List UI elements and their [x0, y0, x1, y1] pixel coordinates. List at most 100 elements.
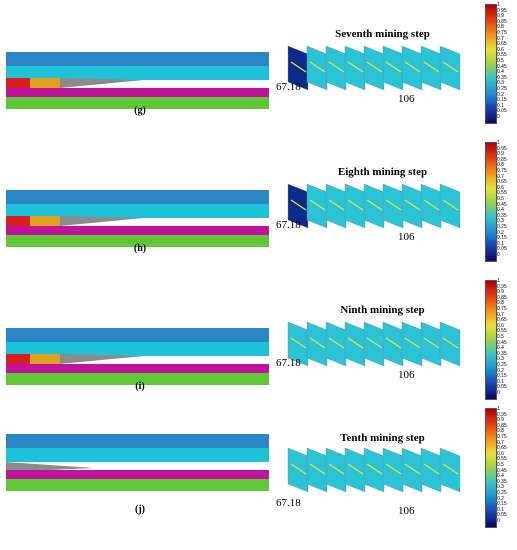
colorbar-tick: 0.8: [497, 300, 504, 307]
slice: [287, 183, 309, 229]
colorbar-tick: 0.9: [497, 151, 504, 158]
colorbar-tick: 0.85: [497, 294, 507, 301]
colorbar-tick: 0.45: [497, 63, 507, 70]
panel-title: Seventh mining step: [335, 28, 430, 40]
red-zone: [6, 78, 30, 88]
slice: [439, 447, 461, 493]
colorbar-tick: 0: [497, 114, 500, 120]
colorbar-tick: 0.75: [497, 30, 507, 36]
slice: [325, 321, 347, 367]
panel-2: (i) Ninth mining step 67.18 106 1 0.95 0.9 0.85…: [0, 276, 517, 413]
slice: [439, 183, 461, 229]
colorbar-tick: 0.4: [497, 473, 504, 480]
slice: [344, 183, 366, 229]
slice: [344, 447, 366, 493]
layer-top: [6, 328, 269, 342]
colorbar-tick: 0.4: [497, 207, 504, 214]
red-zone: [6, 216, 30, 226]
colorbar-tick: 0.5: [497, 58, 504, 64]
layer-middle: [6, 342, 269, 356]
colorbar-tick: 0.6: [497, 184, 504, 191]
slice-stack: [287, 45, 461, 91]
colorbar-tick: 0.8: [497, 24, 504, 31]
axis-label-left: 67.18: [276, 497, 301, 509]
panel-0: (g) Seventh mining step 67.18 106 1 0.95 0.9 0.…: [0, 0, 517, 137]
layer-coal: [6, 226, 269, 235]
colorbar-tick: 0.15: [497, 501, 507, 508]
colorbar-tick: 0.15: [497, 235, 507, 242]
colorbar-tick: 0.2: [497, 367, 504, 374]
colorbar-tick: 1: [497, 140, 500, 146]
colorbar-tick: 0.75: [497, 168, 507, 174]
slice: [287, 45, 309, 91]
colorbar-tick: 0.2: [497, 495, 504, 502]
colorbar-tick: 0.05: [497, 512, 507, 519]
colorbar-tick: 0.6: [497, 322, 504, 329]
colorbar-tick: 0.9: [497, 289, 504, 296]
slice: [439, 321, 461, 367]
colorbar-tick: 0.5: [497, 334, 504, 340]
colorbar-tick: 0.1: [497, 506, 504, 513]
colorbar-tick: 0.05: [497, 384, 507, 391]
colorbar-tick: 0.95: [497, 7, 507, 14]
colorbar-tick: 0.4: [497, 69, 504, 76]
slice: [420, 321, 442, 367]
layer-base: [6, 97, 269, 109]
layer-middle: [6, 66, 269, 80]
layer-base: [6, 373, 269, 385]
slice: [344, 321, 366, 367]
layer-middle: [6, 448, 269, 462]
colorbar-tick: 0.8: [497, 162, 504, 169]
slice: [401, 321, 423, 367]
panel-caption: (j): [135, 504, 145, 515]
colorbar: [485, 280, 497, 400]
layer-top: [6, 52, 269, 66]
slice: [306, 45, 328, 91]
slice: [306, 447, 328, 493]
colorbar-tick: 0.35: [497, 478, 507, 485]
panel-title: Tenth mining step: [340, 432, 425, 444]
model-cross-section: [6, 52, 269, 109]
colorbar-tick: 0.3: [497, 80, 504, 87]
slice: [439, 45, 461, 91]
layer-coal: [6, 88, 269, 97]
colorbar-tick: 1: [497, 2, 500, 8]
orange-zone: [30, 354, 60, 364]
colorbar-tick: 0.95: [497, 411, 507, 418]
layer-base: [6, 235, 269, 247]
slice-stack: [287, 447, 461, 493]
colorbar-tick: 0.1: [497, 240, 504, 247]
colorbar-tick: 0.95: [497, 145, 507, 152]
slice: [363, 183, 385, 229]
colorbar-tick: 0: [497, 518, 500, 524]
colorbar-tick: 0.7: [497, 35, 504, 42]
caved-zone: [6, 462, 94, 472]
slice: [420, 447, 442, 493]
slice: [325, 447, 347, 493]
panel-title: Ninth mining step: [340, 304, 425, 316]
colorbar-tick: 1: [497, 406, 500, 412]
colorbar-ticks: 1 0.95 0.9 0.85 0.8 0.75 0.7 0.65 0.6 0.55 0.5 0.45…: [497, 279, 517, 398]
colorbar-tick: 0.7: [497, 173, 504, 180]
colorbar-tick: 0.55: [497, 52, 507, 59]
colorbar-tick: 0.7: [497, 311, 504, 318]
colorbar: [485, 4, 497, 124]
colorbar-tick: 0.2: [497, 91, 504, 98]
colorbar-tick: 0.9: [497, 417, 504, 424]
colorbar-tick: 0.6: [497, 450, 504, 457]
colorbar-tick: 0.35: [497, 350, 507, 357]
colorbar-tick: 0.85: [497, 156, 507, 163]
slice: [363, 45, 385, 91]
slice: [344, 45, 366, 91]
colorbar-tick: 0.85: [497, 18, 507, 25]
slice: [382, 183, 404, 229]
layer-middle: [6, 204, 269, 218]
colorbar-tick: 0: [497, 252, 500, 258]
colorbar-tick: 0.45: [497, 201, 507, 208]
colorbar-tick: 0: [497, 390, 500, 396]
colorbar-tick: 0.65: [497, 445, 507, 452]
slice: [363, 447, 385, 493]
colorbar-tick: 0.15: [497, 373, 507, 380]
layer-base: [6, 479, 269, 491]
colorbar-tick: 0.5: [497, 462, 504, 468]
